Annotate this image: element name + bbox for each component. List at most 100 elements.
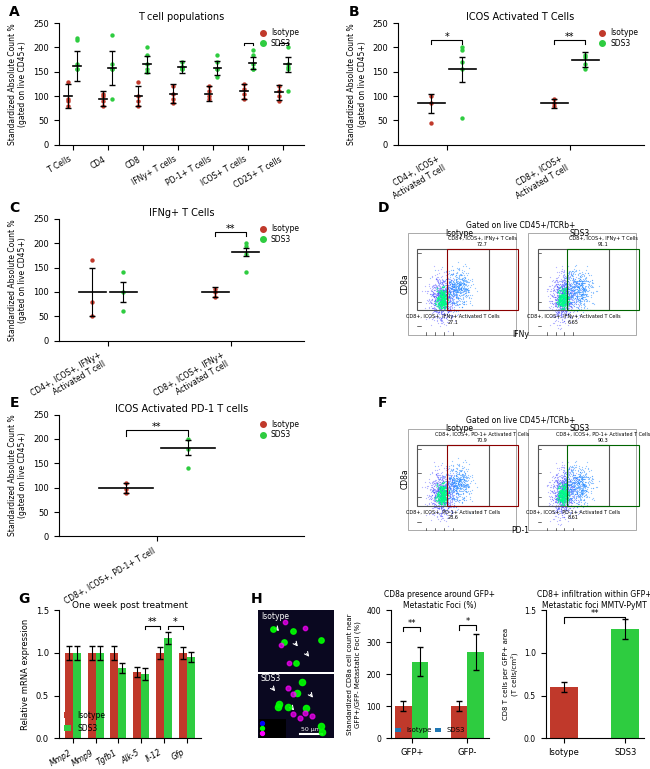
Point [439,302,450,315]
Point [430,268,441,281]
Point [443,300,453,312]
Point [563,298,573,311]
Point [575,270,585,282]
Point [426,478,437,491]
Point [565,275,575,287]
Point [563,268,573,281]
Point [460,283,470,295]
Point [556,280,567,292]
Point [552,301,562,314]
Point [433,460,443,472]
Point [556,491,567,504]
Point [177,61,187,73]
Point [432,298,443,310]
Text: G: G [19,591,30,606]
Point [552,487,563,499]
Point [556,505,566,518]
Point [581,476,592,488]
Point [555,489,566,501]
Point [554,299,564,311]
Point [433,274,443,286]
Point [428,494,439,507]
Point [588,476,598,488]
Point [578,484,588,496]
Point [577,280,587,292]
Point [447,490,458,502]
Point [444,491,454,504]
Point [575,273,585,285]
Point [553,298,564,310]
Point [551,297,561,309]
Point [452,462,463,474]
Point [427,293,437,305]
Point [562,475,572,488]
Point [432,469,442,481]
Point [461,260,471,272]
Point [432,280,443,292]
Point [546,485,556,498]
Point [447,473,458,485]
Point [541,283,552,295]
Point [560,296,571,308]
Point [452,296,462,308]
Point [562,494,572,506]
Point [566,282,577,295]
Point [560,275,570,287]
Legend: Isotype, SDS3: Isotype, SDS3 [394,726,467,734]
Point [133,95,144,107]
Point [452,481,463,493]
Point [555,293,566,305]
Point [562,499,572,511]
Point [578,301,589,313]
Point [445,285,455,298]
Point [426,307,437,319]
Point [557,478,567,491]
Point [450,284,461,296]
Point [566,285,577,298]
Point [437,487,448,499]
Point [437,501,447,513]
Point [459,491,469,504]
Point [556,301,567,314]
Point [578,471,588,483]
Point [567,484,578,497]
Point [456,481,466,494]
Point [448,481,459,493]
Point [439,493,450,505]
Point [432,494,443,506]
Point [561,486,571,498]
Point [430,494,441,507]
Point [557,480,567,492]
Point [427,301,437,314]
Point [433,483,443,495]
Point [450,475,460,488]
Point [448,284,459,296]
Point [448,305,458,318]
Point [439,494,449,506]
Point [439,481,450,494]
Point [444,288,454,301]
Point [572,276,582,288]
Point [444,277,454,289]
Point [456,301,467,313]
Point [566,483,576,495]
Point [439,309,450,321]
Point [464,471,474,484]
Point [580,281,590,293]
Point [443,305,454,318]
Point [437,487,447,499]
Point [573,312,583,325]
Point [430,290,440,302]
Point [566,488,576,500]
Point [560,278,571,291]
Point [547,297,557,309]
Point [558,491,569,503]
Point [443,273,453,285]
Text: *: * [173,617,177,627]
Point [429,499,439,511]
Point [444,491,454,504]
Point [580,468,591,480]
Point [565,474,575,487]
Point [560,286,570,298]
Point [439,296,450,308]
